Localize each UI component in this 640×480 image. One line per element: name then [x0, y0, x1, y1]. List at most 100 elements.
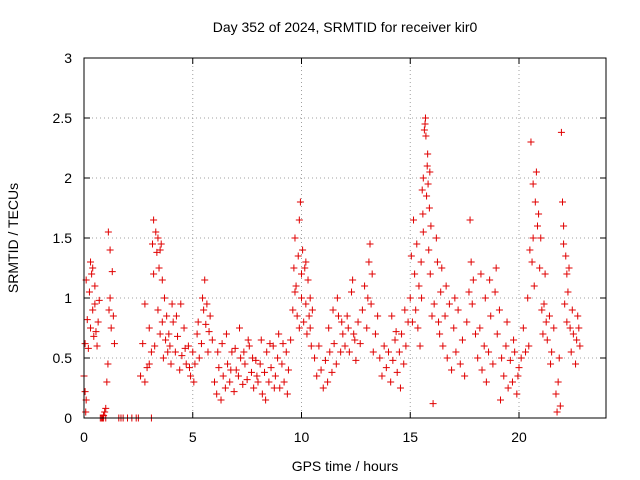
data-point	[82, 408, 90, 416]
x-tick-label: 10	[294, 429, 310, 445]
data-point	[205, 328, 213, 336]
data-point	[102, 404, 110, 412]
data-point	[463, 318, 471, 326]
grid-lines	[84, 58, 606, 418]
data-point	[298, 270, 305, 278]
data-point	[563, 318, 571, 326]
data-point	[87, 324, 95, 332]
data-point	[240, 348, 248, 356]
x-tick-label: 5	[189, 429, 197, 445]
data-point	[88, 270, 96, 278]
chart-title: Day 352 of 2024, SRMTID for receiver kir…	[213, 19, 478, 35]
data-point	[563, 270, 571, 278]
y-tick-label: 2	[64, 170, 72, 186]
data-point	[149, 240, 157, 248]
axis-ticks: 0 0.5 1 1.5 2 2.5 3 0 5 10 15 20	[53, 50, 606, 445]
data-point	[145, 324, 153, 332]
data-point	[567, 348, 575, 356]
data-point	[159, 354, 167, 362]
data-point	[202, 320, 210, 328]
data-point	[258, 390, 266, 398]
data-point	[568, 306, 576, 314]
data-point	[572, 360, 580, 368]
data-point	[278, 360, 286, 368]
data-point	[418, 294, 426, 302]
data-point	[553, 408, 561, 416]
data-point	[190, 378, 198, 386]
data-point	[298, 294, 305, 302]
data-point	[217, 396, 225, 404]
data-point	[191, 360, 199, 368]
data-point	[368, 270, 376, 278]
data-point	[145, 360, 153, 368]
data-point	[492, 264, 500, 272]
data-point	[254, 378, 262, 386]
data-point	[371, 330, 379, 338]
data-point	[289, 306, 297, 314]
data-point	[432, 234, 440, 242]
data-point	[562, 252, 570, 260]
data-point	[236, 324, 244, 332]
data-point	[486, 276, 494, 284]
data-point	[503, 318, 511, 326]
data-point	[425, 246, 433, 254]
data-point	[433, 258, 441, 266]
data-point	[429, 400, 437, 408]
data-point	[576, 342, 584, 350]
data-point	[176, 366, 184, 374]
data-point	[540, 300, 548, 308]
data-point	[189, 348, 197, 356]
y-axis-label: SRMTID / TECUs	[5, 183, 21, 293]
data-point	[345, 348, 353, 356]
data-point	[330, 340, 338, 348]
data-point	[313, 372, 321, 380]
data-point	[292, 282, 300, 290]
data-point	[510, 336, 518, 344]
data-point	[573, 336, 581, 344]
data-point	[422, 132, 430, 140]
data-point	[211, 378, 218, 386]
data-point	[419, 210, 427, 218]
data-point	[472, 330, 479, 338]
data-point	[174, 332, 182, 340]
data-point	[167, 360, 175, 368]
data-point	[245, 342, 253, 350]
data-point	[363, 324, 371, 332]
data-point	[476, 324, 484, 332]
data-point	[200, 306, 208, 314]
data-markers	[80, 114, 584, 422]
data-point	[528, 258, 536, 266]
data-point	[424, 180, 432, 188]
data-point	[514, 372, 522, 380]
data-point	[458, 336, 466, 344]
data-point	[302, 258, 310, 266]
data-point	[329, 306, 337, 314]
data-point	[380, 342, 388, 350]
data-point	[406, 294, 414, 302]
data-point	[376, 354, 384, 362]
data-point	[535, 210, 543, 218]
data-point	[419, 228, 427, 236]
data-point	[350, 330, 358, 338]
data-point	[456, 360, 464, 368]
data-point	[311, 354, 319, 362]
data-point	[557, 128, 565, 136]
data-point	[321, 356, 329, 364]
data-point	[392, 328, 400, 336]
data-point	[280, 378, 288, 386]
data-point	[270, 384, 278, 392]
data-point	[497, 396, 505, 404]
data-point	[502, 342, 510, 350]
data-point	[157, 240, 165, 248]
data-point	[151, 342, 159, 350]
data-point	[296, 198, 304, 206]
data-point	[539, 330, 547, 338]
data-point	[554, 378, 562, 386]
data-point	[366, 240, 374, 248]
data-point	[101, 408, 109, 416]
y-tick-label: 3	[64, 50, 72, 66]
data-point	[163, 312, 171, 320]
data-point	[165, 330, 173, 338]
data-point	[162, 336, 170, 344]
data-point	[498, 354, 506, 362]
